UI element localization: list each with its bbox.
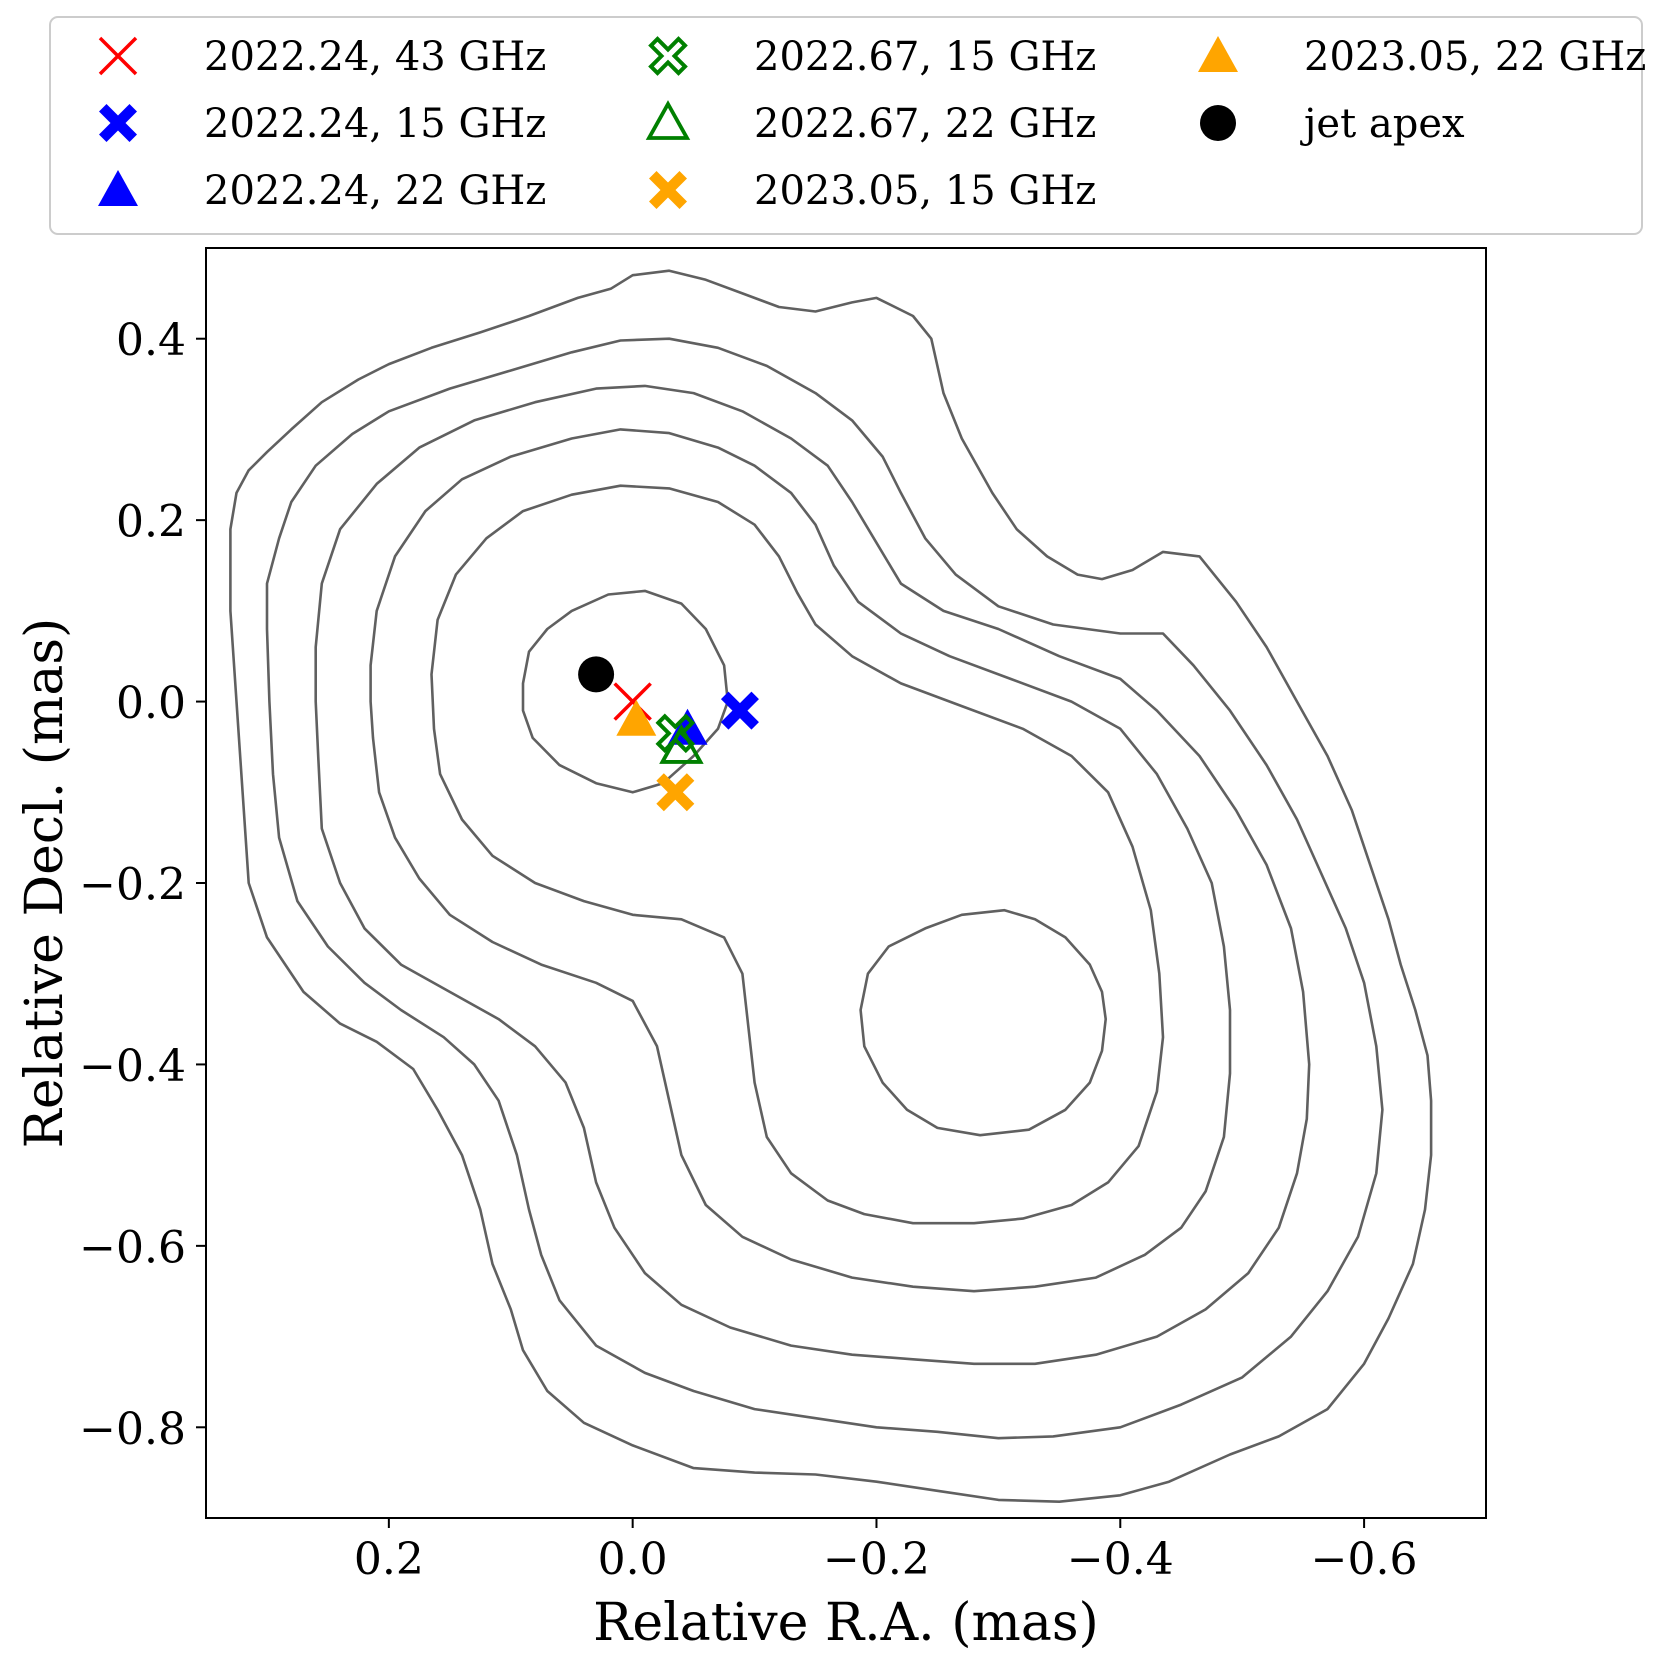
contour-line xyxy=(369,428,1232,1293)
legend-entry: 2022.67, 22 GHz xyxy=(645,100,1096,147)
data-point xyxy=(578,656,615,693)
legend-label: 2023.05, 22 GHz xyxy=(1304,34,1646,80)
legend-marker-icon xyxy=(648,36,688,76)
contour-line xyxy=(265,337,1384,1440)
y-axis: 0.4 0.2 0.0 −0.2 −0.4 −0.6 −0.8 Relative… xyxy=(15,315,206,1455)
legend-entry: 2023.05, 15 GHz xyxy=(649,168,1096,214)
data-point xyxy=(659,724,704,764)
plot-frame xyxy=(205,247,1487,1519)
y-tick-label: −0.2 xyxy=(79,860,186,911)
legend-marker-icon xyxy=(1198,36,1238,72)
contour-line xyxy=(229,269,1433,1503)
legend-label: 2022.24, 22 GHz xyxy=(204,168,546,214)
legend-label: 2022.24, 15 GHz xyxy=(204,101,546,147)
legend-label: jet apex xyxy=(1300,101,1465,147)
data-point xyxy=(656,773,695,812)
legend-marker-icon xyxy=(98,36,138,76)
x-tick-label: 0.2 xyxy=(354,1534,424,1585)
data-point xyxy=(720,691,759,730)
legend-entry: 2022.24, 15 GHz xyxy=(99,101,546,147)
y-tick-label: 0.2 xyxy=(116,497,186,548)
x-tick-label: −0.2 xyxy=(823,1534,930,1585)
legend-frame xyxy=(49,16,1643,235)
contour-line xyxy=(430,484,1165,1225)
data-point xyxy=(99,104,137,142)
legend: 2022.24, 43 GHz 2022.24, 15 GHz 2022.24,… xyxy=(49,16,1646,235)
legend-entry: 2022.67, 15 GHz xyxy=(648,34,1096,80)
legend-entry: 2022.24, 43 GHz xyxy=(98,34,546,80)
legend-marker-icon xyxy=(99,104,137,142)
data-point xyxy=(98,170,138,206)
contour-layer xyxy=(229,269,1433,1503)
y-tick-label: −0.6 xyxy=(79,1222,186,1273)
data-point xyxy=(645,100,691,140)
contour-line xyxy=(859,908,1107,1137)
x-tick-label: −0.4 xyxy=(1067,1534,1174,1585)
y-tick-label: 0.4 xyxy=(116,315,186,366)
legend-label: 2022.67, 15 GHz xyxy=(754,34,1096,80)
y-tick-label: −0.8 xyxy=(79,1404,186,1455)
data-point xyxy=(649,171,687,209)
marker-layer xyxy=(578,656,759,812)
data-point xyxy=(648,36,688,76)
data-point xyxy=(98,36,138,76)
legend-marker-icon xyxy=(645,100,691,140)
y-axis-label: Relative Decl. (mas) xyxy=(15,618,75,1149)
x-axis-label: Relative R.A. (mas) xyxy=(593,1593,1099,1653)
legend-entry: 2022.24, 22 GHz xyxy=(98,168,546,214)
legend-label: 2022.24, 43 GHz xyxy=(204,34,546,80)
y-tick-label: −0.4 xyxy=(79,1041,186,1092)
x-tick-label: 0.0 xyxy=(598,1534,668,1585)
contour-line xyxy=(314,384,1311,1366)
legend-label: 2022.67, 22 GHz xyxy=(754,101,1096,147)
legend-marker-icon xyxy=(649,171,687,209)
data-point xyxy=(616,699,657,736)
x-axis: 0.2 0.0 −0.2 −0.4 −0.6 Relative R.A. (ma… xyxy=(354,1518,1418,1653)
legend-marker-icon xyxy=(98,170,138,206)
legend-marker-icon xyxy=(1200,105,1236,141)
data-point xyxy=(1200,105,1236,141)
legend-entry: jet apex xyxy=(1200,101,1465,147)
x-tick-label: −0.6 xyxy=(1311,1534,1418,1585)
y-tick-label: 0.0 xyxy=(116,678,186,729)
data-point xyxy=(613,682,652,721)
data-point xyxy=(1198,36,1238,72)
legend-entry: 2023.05, 22 GHz xyxy=(1198,34,1646,80)
legend-label: 2023.05, 15 GHz xyxy=(754,168,1096,214)
